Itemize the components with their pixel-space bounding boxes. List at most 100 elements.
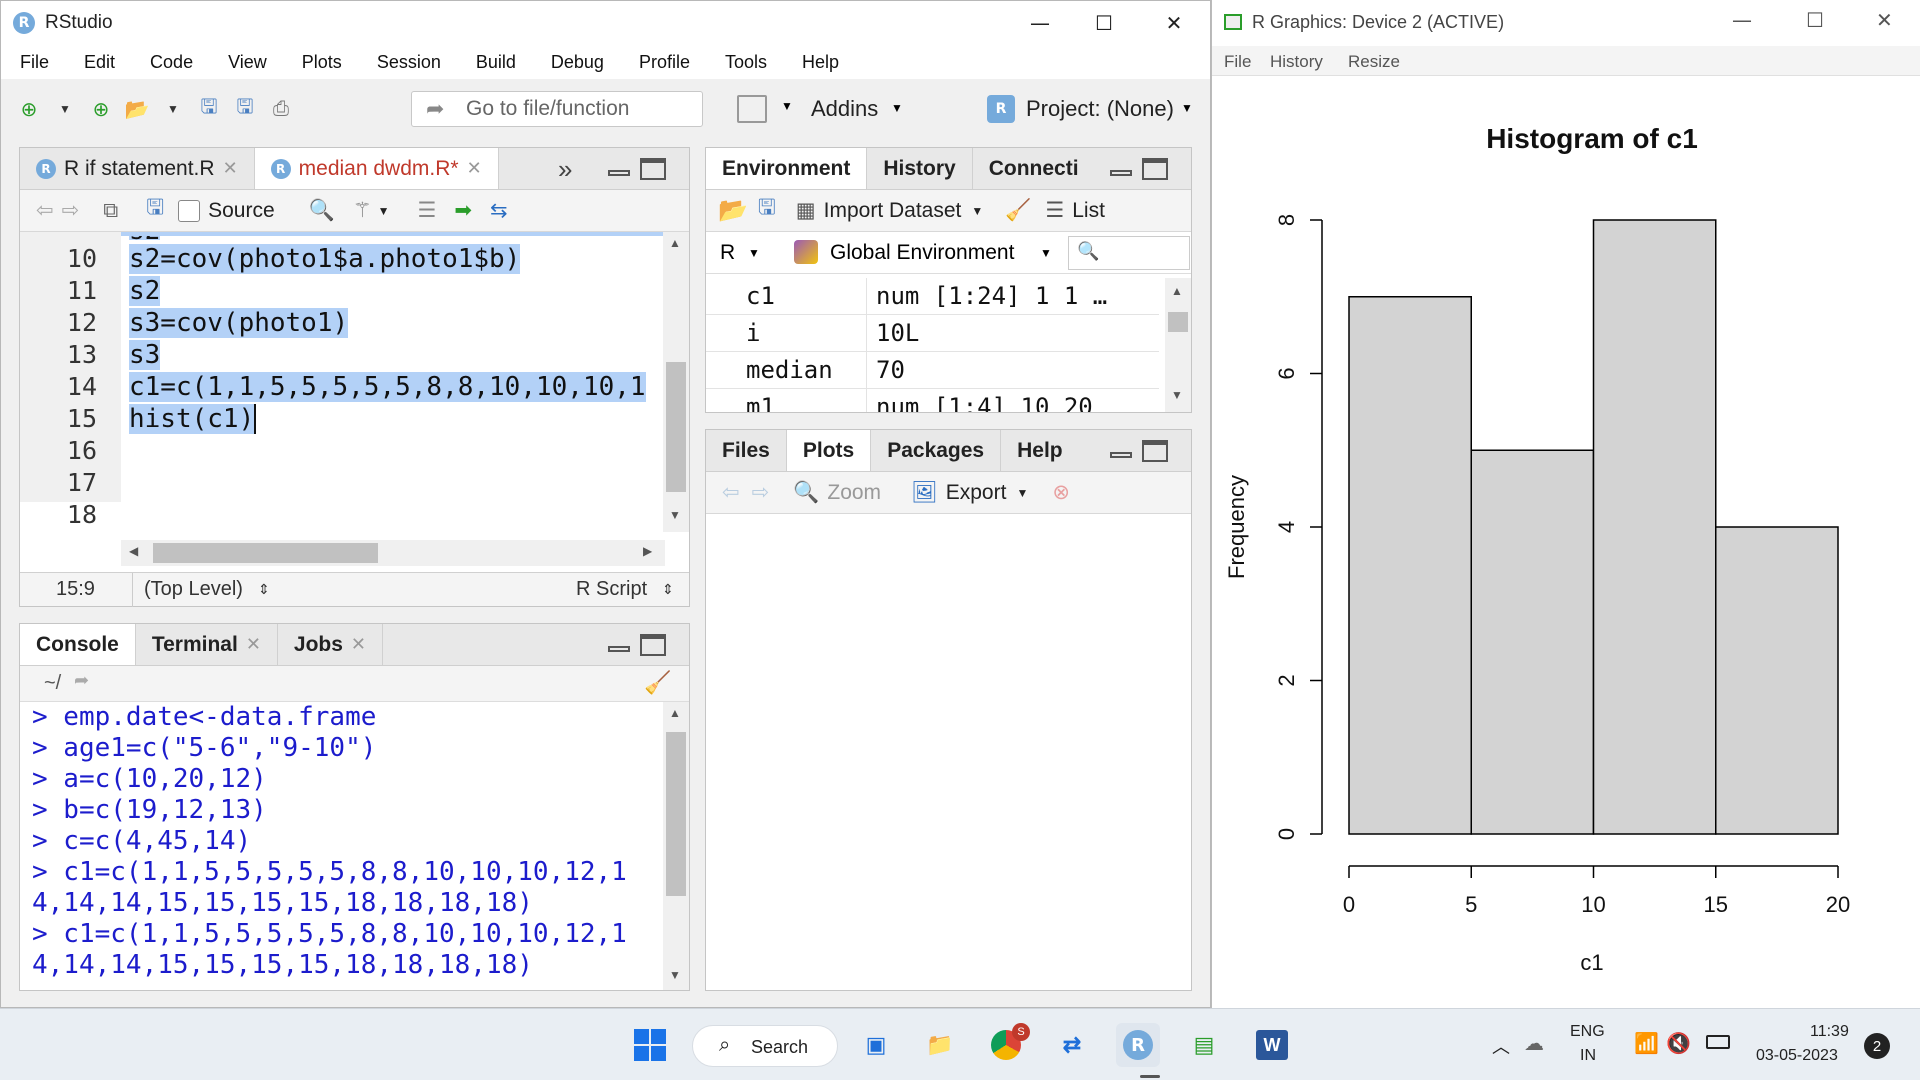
search-icon[interactable]: 🔍 [308,198,335,222]
tab-jobs[interactable]: Jobs ✕ [278,624,384,665]
run-icon[interactable]: ➡ [454,199,472,222]
tab-packages[interactable]: Packages [871,430,1002,471]
environment-row[interactable]: c1 num [1:24] 1 1 … [706,278,1159,315]
magic-wand-icon[interactable]: ⚚ [352,199,372,222]
scroll-down-icon[interactable]: ▼ [669,508,681,522]
more-tabs-icon[interactable]: » [558,154,573,184]
chevron-down-icon[interactable]: ▼ [1016,485,1029,500]
scroll-up-icon[interactable]: ▲ [1171,284,1183,298]
tab-environment[interactable]: Environment [706,148,868,189]
menu-history[interactable]: History [1270,52,1323,71]
close-button[interactable]: ✕ [1876,8,1893,32]
tab-files[interactable]: Files [706,430,787,471]
menu-resize[interactable]: Resize [1348,52,1400,71]
save-icon[interactable]: 🖫 [200,96,218,118]
project-menu[interactable]: Project: (None) [1026,96,1174,121]
source-on-save-checkbox[interactable] [178,199,201,222]
chevron-down-icon[interactable]: ▼ [1040,246,1052,260]
task-view-icon[interactable]: ▣ [865,1032,887,1057]
menu-session[interactable]: Session [376,51,441,72]
editor-vertical-scrollbar[interactable]: ▲ ▼ [663,232,689,532]
minimize-pane-icon[interactable] [608,170,630,176]
tab-r-if-statement[interactable]: R R if statement.R ✕ [20,148,255,189]
close-tab-icon[interactable]: ✕ [466,158,482,178]
rstudio-taskbar-icon[interactable]: R [1116,1023,1160,1067]
show-in-window-icon[interactable]: ⧉ [103,198,119,222]
export-button[interactable]: Export [945,480,1007,504]
menu-file[interactable]: File [20,51,50,72]
updown-icon[interactable]: ⇕ [662,581,674,597]
list-view-toggle[interactable]: List [1072,198,1105,222]
environment-scope-selector[interactable]: Global Environment [830,241,1015,264]
goto-file-input[interactable]: ➦ Go to file/function [411,91,703,127]
scroll-down-icon[interactable]: ▼ [669,968,681,982]
chevron-down-icon[interactable]: ▼ [971,203,984,218]
chevron-up-icon[interactable]: ︿ [1492,1037,1510,1057]
close-tab-icon[interactable]: ✕ [222,158,238,178]
chevron-down-icon[interactable]: ▼ [748,246,760,260]
file-explorer-icon[interactable]: 📁 [926,1032,954,1057]
back-arrow-icon[interactable]: ⇦ [722,481,740,504]
clock-date[interactable]: 03-05-2023 [1756,1047,1838,1064]
clock-time[interactable]: 11:39 [1810,1023,1849,1040]
zoom-button[interactable]: Zoom [827,480,882,504]
addins-menu[interactable]: Addins [811,96,879,121]
tab-median-dwdm[interactable]: R median dwdm.R* ✕ [254,148,499,189]
maximize-pane-icon[interactable] [1142,440,1168,462]
scroll-left-icon[interactable]: ◀ [129,544,139,558]
tab-plots[interactable]: Plots [786,430,872,471]
teamviewer-icon[interactable]: ⇄ [1062,1032,1082,1057]
minimize-button[interactable]: — [1732,8,1752,32]
import-dataset-button[interactable]: Import Dataset [823,198,962,222]
maximize-pane-icon[interactable] [640,634,666,656]
chevron-down-icon[interactable]: ▼ [891,101,903,115]
grid-layout-icon[interactable] [737,95,767,123]
maximize-button[interactable]: ☐ [1806,8,1824,32]
language-selector[interactable]: R [720,241,736,264]
chevron-down-icon[interactable]: ▼ [59,102,71,116]
close-tab-icon[interactable]: ✕ [245,634,261,654]
menu-edit[interactable]: Edit [84,51,116,72]
environment-row[interactable]: median 70 [706,352,1159,389]
menu-file[interactable]: File [1224,52,1252,71]
save-workspace-icon[interactable]: 🖫 [757,196,776,219]
lang-top[interactable]: ENG [1570,1023,1605,1040]
broom-icon[interactable]: 🧹 [1005,198,1032,222]
list-view-icon[interactable]: ☰ [1045,199,1065,222]
save-icon[interactable]: 🖫 [146,196,165,219]
goto-directory-icon[interactable]: ➦ [74,670,90,690]
console-vertical-scrollbar[interactable]: ▲ ▼ [663,702,689,990]
menu-help[interactable]: Help [802,51,840,72]
word-icon[interactable]: W [1250,1023,1294,1067]
editor-horizontal-scrollbar[interactable]: ◀ ▶ [121,540,665,566]
scroll-up-icon[interactable]: ▲ [669,706,681,720]
maximize-button[interactable]: ☐ [1095,11,1113,35]
file-type-selector[interactable]: R Script [576,578,648,600]
tab-help[interactable]: Help [1001,430,1079,471]
notification-badge[interactable]: 2 [1864,1033,1890,1059]
maximize-pane-icon[interactable] [640,158,666,180]
scroll-up-icon[interactable]: ▲ [669,236,681,250]
chrome-icon[interactable]: S [984,1023,1030,1067]
remove-plot-icon[interactable]: ⊗ [1052,481,1070,504]
wifi-icon[interactable]: 📶 [1634,1033,1659,1055]
scroll-thumb[interactable] [1168,312,1188,332]
menu-profile[interactable]: Profile [638,51,690,72]
tab-terminal[interactable]: Terminal ✕ [136,624,278,665]
forward-arrow-icon[interactable]: ⇨ [61,199,80,222]
menu-tools[interactable]: Tools [724,51,767,72]
chevron-down-icon[interactable]: ▼ [781,99,793,113]
load-workspace-icon[interactable]: 📂 [718,197,748,224]
export-image-icon[interactable]: 🖼 [911,480,938,504]
taskbar-search[interactable]: ⌕ Search [692,1025,838,1067]
menu-debug[interactable]: Debug [550,51,604,72]
chevron-down-icon[interactable]: ▼ [167,102,179,116]
menu-build[interactable]: Build [475,51,516,72]
lines-icon[interactable]: ☰ [417,199,437,222]
environment-row[interactable]: m1 num [1:4] 10 20 [706,389,1159,412]
print-icon[interactable]: ⎙ [273,97,289,120]
close-tab-icon[interactable]: ✕ [350,634,367,654]
menu-plots[interactable]: Plots [301,51,342,72]
tab-history[interactable]: History [867,148,973,189]
code-area[interactable]: s2 s2=cov(photo1$a.photo1$b) s2 s3=cov(p… [121,232,665,502]
